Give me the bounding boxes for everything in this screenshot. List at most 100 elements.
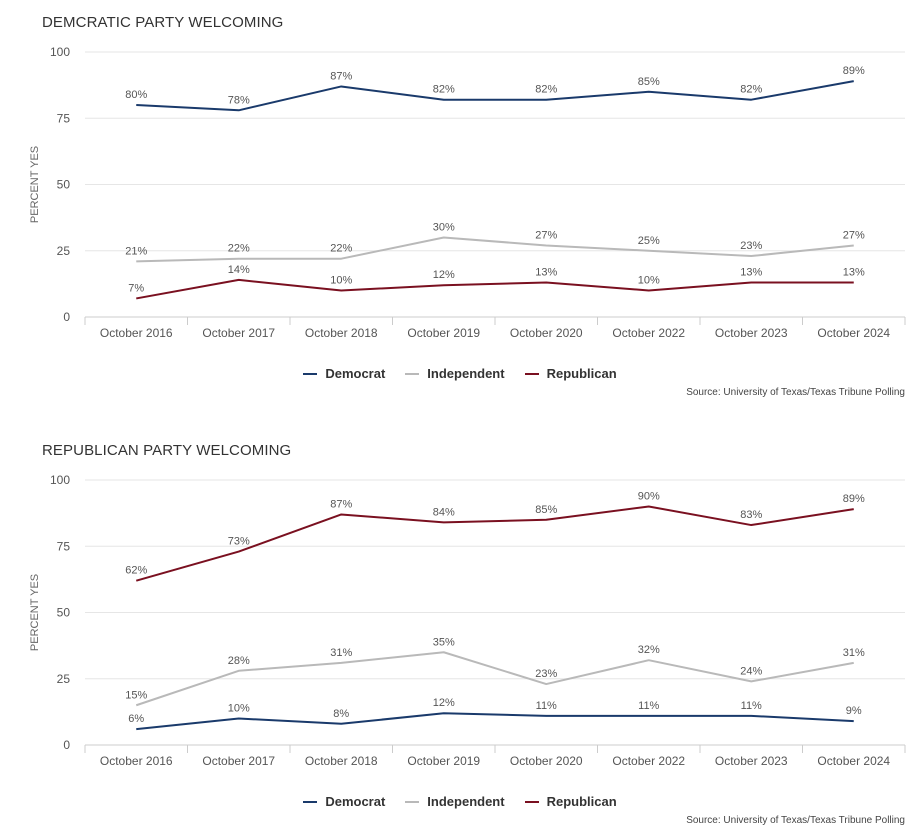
y-tick-label: 100: [50, 45, 70, 59]
data-label-democrat: 11%: [536, 700, 557, 712]
y-tick-label: 0: [63, 738, 70, 752]
x-tick-label: October 2022: [612, 754, 685, 768]
data-label-independent: 23%: [535, 668, 557, 680]
x-tick-label: October 2024: [817, 326, 890, 340]
data-label-independent: 27%: [535, 229, 557, 241]
legend-label: Democrat: [325, 366, 386, 381]
data-label-republican: 83%: [740, 509, 762, 521]
source-note: Source: University of Texas/Texas Tribun…: [686, 815, 905, 826]
x-tick-label: October 2017: [202, 754, 275, 768]
data-label-independent: 30%: [433, 222, 455, 234]
y-tick-label: 75: [57, 111, 71, 125]
data-label-independent: 28%: [228, 655, 250, 667]
data-label-republican: 10%: [330, 275, 352, 287]
data-label-democrat: 8%: [333, 708, 349, 720]
series-line-independent[interactable]: [136, 236, 854, 263]
y-tick-label: 50: [57, 178, 71, 192]
data-label-independent: 22%: [228, 243, 250, 255]
data-label-democrat: 11%: [741, 700, 762, 712]
data-label-republican: 10%: [638, 275, 660, 287]
data-label-republican: 90%: [638, 491, 660, 503]
chart-plot-area: 0 25 50 75 100 October 2016 October 2017 Octobe…: [29, 45, 906, 340]
data-label-republican: 14%: [228, 264, 250, 276]
democratic-welcoming-chart: DEMCRATIC PARTY WELCOMING 0 25 50 75 100 Octo…: [0, 0, 920, 418]
data-label-democrat: 89%: [843, 65, 865, 77]
data-label-republican: 13%: [843, 267, 865, 279]
data-label-republican: 87%: [330, 498, 352, 510]
data-label-republican: 85%: [535, 504, 557, 516]
y-axis-title: PERCENT YES: [29, 574, 41, 651]
legend-label: Republican: [546, 794, 617, 809]
data-label-democrat: 12%: [433, 697, 455, 709]
legend-swatch-independent: [405, 800, 420, 803]
legend-swatch-republican: [524, 800, 539, 803]
legend: Democrat Independent Republican: [0, 794, 920, 809]
data-label-republican: 73%: [228, 536, 250, 548]
y-tick-label: 25: [57, 244, 71, 258]
x-tick-label: October 2023: [715, 326, 788, 340]
data-label-republican: 84%: [433, 506, 455, 518]
x-tick-label: October 2018: [305, 326, 378, 340]
data-label-democrat: 6%: [128, 713, 144, 725]
x-tick-label: October 2019: [407, 326, 480, 340]
x-tick-label: October 2018: [305, 754, 378, 768]
y-tick-label: 25: [57, 672, 71, 686]
data-label-democrat: 82%: [740, 84, 762, 96]
data-label-independent: 31%: [330, 647, 352, 659]
data-label-democrat: 80%: [125, 89, 147, 101]
data-label-independent: 27%: [843, 229, 865, 241]
data-label-democrat: 11%: [638, 700, 659, 712]
chart-title: DEMCRATIC PARTY WELCOMING: [42, 14, 284, 31]
data-label-democrat: 78%: [228, 94, 250, 106]
legend-item-democrat[interactable]: Democrat: [303, 794, 385, 809]
data-label-independent: 15%: [125, 689, 147, 701]
data-label-republican: 13%: [535, 267, 557, 279]
chart-plot-area: 0 25 50 75 100 October 2016 October 2017 Octobe…: [29, 473, 906, 768]
y-tick-label: 0: [63, 310, 70, 324]
legend-swatch-democrat: [303, 372, 318, 375]
series-line-independent[interactable]: [135, 651, 854, 707]
data-label-republican: 62%: [125, 565, 147, 577]
legend-item-democrat[interactable]: Democrat: [303, 366, 385, 381]
data-label-republican: 89%: [843, 493, 865, 505]
series-line-republican[interactable]: [135, 505, 854, 582]
data-label-democrat: 82%: [433, 84, 455, 96]
data-label-independent: 35%: [433, 636, 455, 648]
data-label-republican: 12%: [433, 269, 455, 281]
data-label-democrat: 10%: [228, 703, 250, 715]
x-tick-label: October 2019: [407, 754, 480, 768]
data-label-independent: 24%: [740, 665, 762, 677]
legend-item-republican[interactable]: Republican: [524, 366, 617, 381]
legend-swatch-independent: [405, 372, 420, 375]
data-label-democrat: 82%: [535, 84, 557, 96]
data-label-independent: 32%: [638, 644, 660, 656]
legend: Democrat Independent Republican: [0, 366, 920, 381]
legend-item-independent[interactable]: Independent: [405, 366, 505, 381]
data-label-democrat: 87%: [330, 70, 352, 82]
x-tick-label: October 2020: [510, 326, 583, 340]
republican-welcoming-chart: REPUBLICAN PARTY WELCOMING 0 25 50 75 100 Oct…: [0, 428, 920, 839]
x-tick-label: October 2016: [100, 754, 173, 768]
legend-label: Independent: [427, 366, 505, 381]
legend-item-independent[interactable]: Independent: [405, 794, 505, 809]
data-label-independent: 31%: [843, 647, 865, 659]
legend-label: Independent: [427, 794, 505, 809]
data-label-independent: 22%: [330, 243, 352, 255]
legend-swatch-republican: [524, 372, 539, 375]
data-label-independent: 23%: [740, 240, 762, 252]
y-tick-label: 50: [57, 606, 71, 620]
source-note: Source: University of Texas/Texas Tribun…: [686, 387, 905, 398]
data-label-independent: 21%: [125, 245, 147, 257]
series-line-democrat[interactable]: [136, 80, 854, 112]
x-tick-label: October 2023: [715, 754, 788, 768]
x-tick-label: October 2022: [612, 326, 685, 340]
data-label-independent: 25%: [638, 235, 660, 247]
series-line-republican[interactable]: [136, 278, 854, 300]
data-label-democrat: 85%: [638, 76, 660, 88]
data-label-republican: 13%: [740, 267, 762, 279]
x-tick-label: October 2016: [100, 326, 173, 340]
legend-item-republican[interactable]: Republican: [524, 794, 617, 809]
legend-label: Democrat: [325, 794, 386, 809]
series-line-democrat[interactable]: [136, 712, 854, 731]
chart-title: REPUBLICAN PARTY WELCOMING: [42, 442, 292, 459]
